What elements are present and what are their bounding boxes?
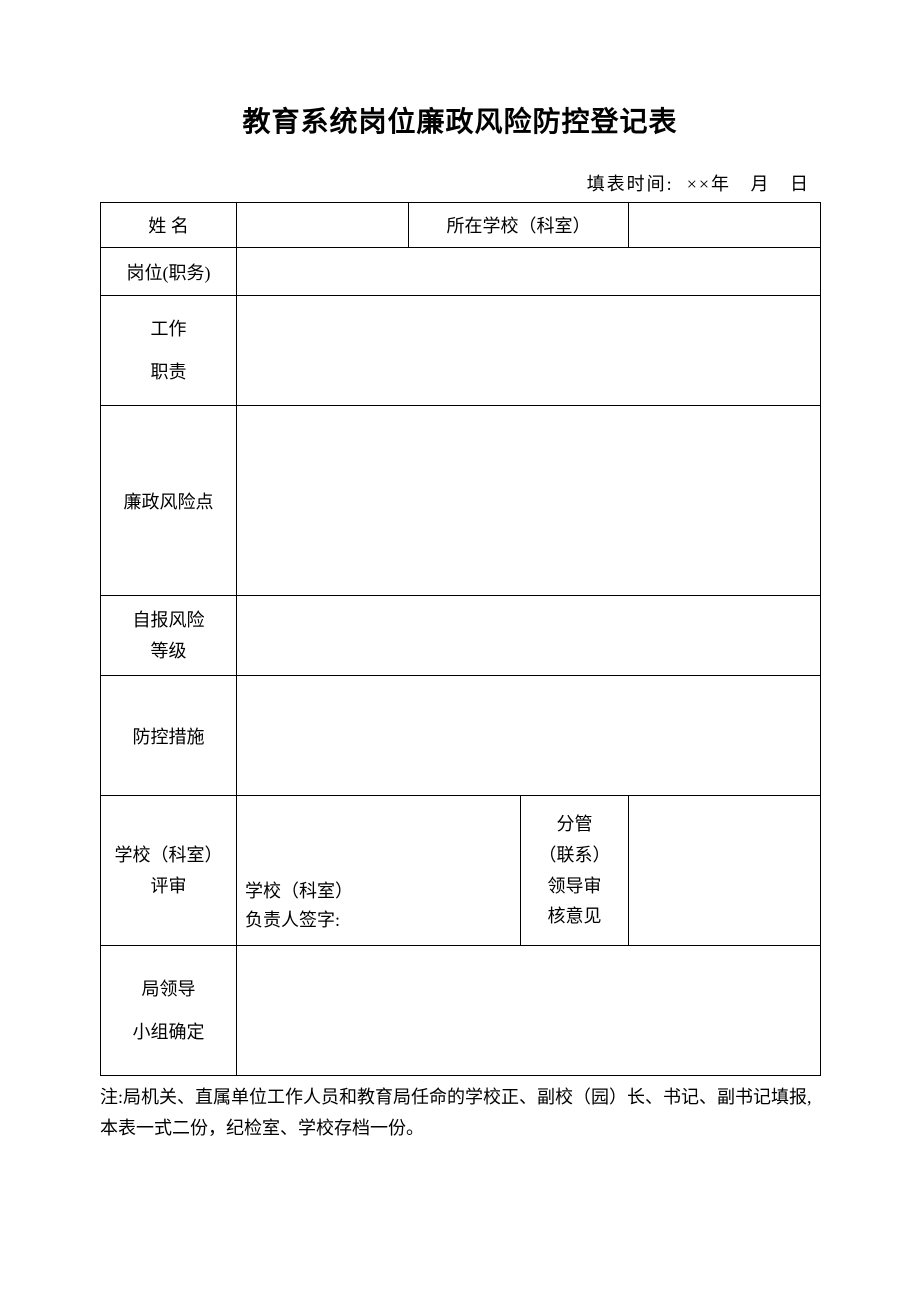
value-duties[interactable] — [237, 296, 821, 406]
row-risk-points: 廉政风险点 — [101, 406, 821, 596]
leader-l4: 核意见 — [525, 901, 624, 932]
label-measures: 防控措施 — [101, 676, 237, 796]
label-self-risk-l1: 自报风险 — [105, 605, 232, 636]
label-duties-l1: 工作 — [105, 314, 232, 345]
label-duties: 工作 职责 — [101, 296, 237, 406]
leader-l3: 领导审 — [525, 871, 624, 902]
row-bureau: 局领导 小组确定 — [101, 946, 821, 1076]
value-leader-opinion[interactable] — [629, 796, 821, 946]
row-review: 学校（科室） 评审 学校（科室） 负责人签字: 分管 （联系） 领导审 核意见 — [101, 796, 821, 946]
bureau-l1: 局领导 — [105, 974, 232, 1005]
label-leader-opinion: 分管 （联系） 领导审 核意见 — [521, 796, 629, 946]
label-position: 岗位(职务) — [101, 248, 237, 296]
label-self-risk: 自报风险 等级 — [101, 596, 237, 676]
value-position[interactable] — [237, 248, 821, 296]
label-risk-points: 廉政风险点 — [101, 406, 237, 596]
label-review-l2: 评审 — [105, 871, 232, 902]
leader-l2: （联系） — [525, 840, 624, 871]
row-self-risk: 自报风险 等级 — [101, 596, 821, 676]
leader-l1: 分管 — [525, 809, 624, 840]
fill-date-line: 填表时间: ××年 月 日 — [100, 170, 820, 196]
label-duties-l2: 职责 — [105, 357, 232, 388]
value-risk-points[interactable] — [237, 406, 821, 596]
row-name: 姓 名 所在学校（科室） — [101, 203, 821, 248]
label-name: 姓 名 — [101, 203, 237, 248]
value-name[interactable] — [237, 203, 409, 248]
label-school: 所在学校（科室） — [409, 203, 629, 248]
label-bureau: 局领导 小组确定 — [101, 946, 237, 1076]
row-position: 岗位(职务) — [101, 248, 821, 296]
row-measures: 防控措施 — [101, 676, 821, 796]
bureau-l2: 小组确定 — [105, 1017, 232, 1048]
page-title: 教育系统岗位廉政风险防控登记表 — [100, 100, 820, 140]
sig-line-1: 学校（科室） — [245, 877, 512, 906]
form-table: 姓 名 所在学校（科室） 岗位(职务) 工作 职责 廉政风险点 自报风险 等级 … — [100, 202, 821, 1076]
value-self-risk[interactable] — [237, 596, 821, 676]
value-review-sig[interactable]: 学校（科室） 负责人签字: — [237, 796, 521, 946]
value-measures[interactable] — [237, 676, 821, 796]
label-self-risk-l2: 等级 — [105, 636, 232, 667]
row-duties: 工作 职责 — [101, 296, 821, 406]
sig-line-2: 负责人签字: — [245, 906, 512, 935]
value-bureau[interactable] — [237, 946, 821, 1076]
label-review-l1: 学校（科室） — [105, 840, 232, 871]
footnote: 注:局机关、直属单位工作人员和教育局任命的学校正、副校（园）长、书记、副书记填报… — [100, 1082, 820, 1143]
label-review: 学校（科室） 评审 — [101, 796, 237, 946]
value-school[interactable] — [629, 203, 821, 248]
